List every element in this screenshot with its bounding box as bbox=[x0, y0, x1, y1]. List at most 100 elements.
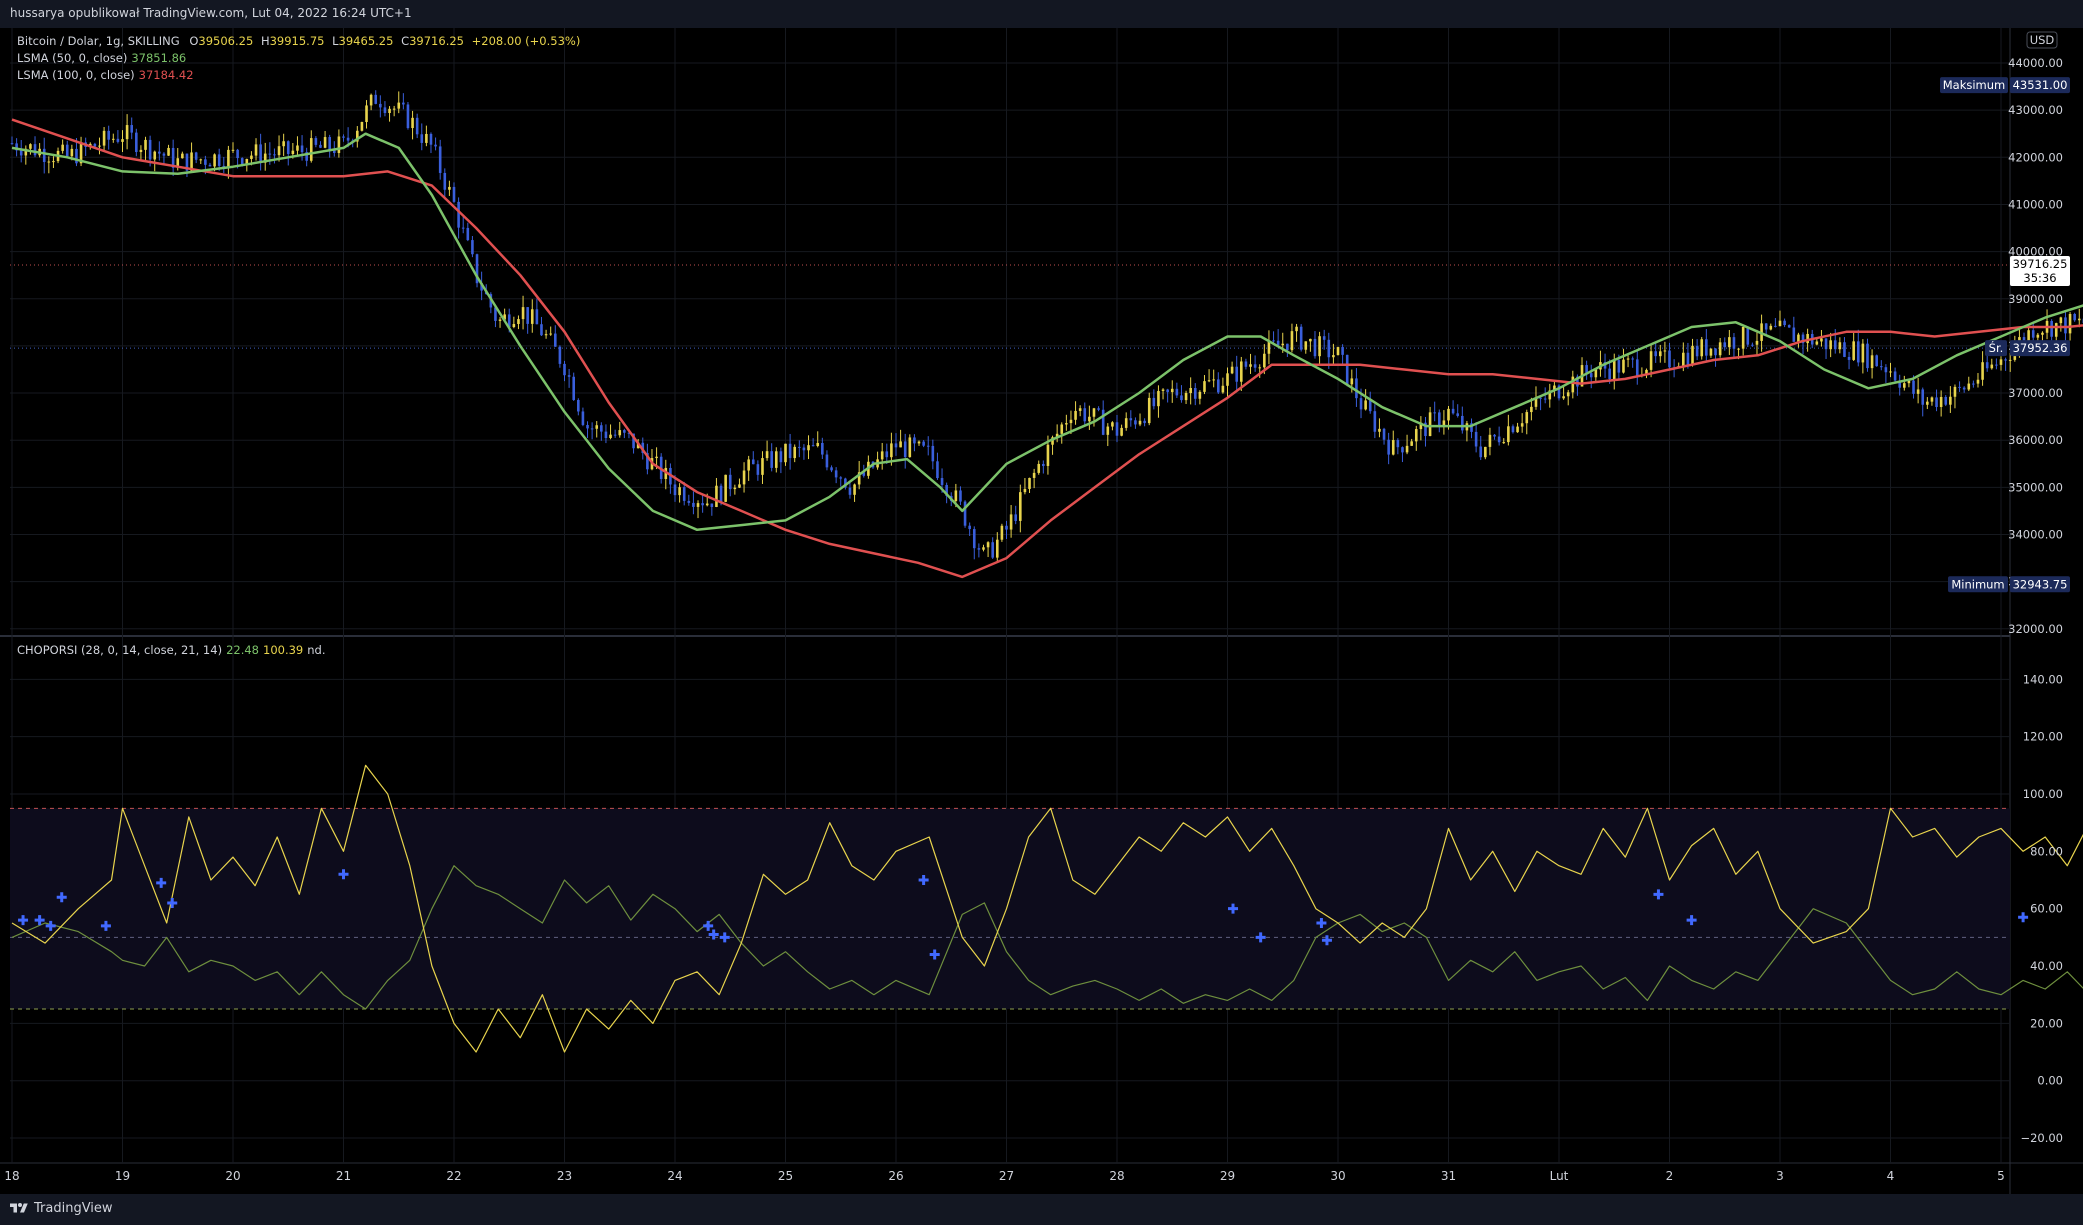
lsma100-legend: LSMA (100, 0, close) 37184.42 bbox=[17, 68, 194, 82]
candle-body bbox=[15, 143, 18, 151]
lsma100-line bbox=[11, 118, 2083, 579]
candle-body bbox=[1695, 345, 1699, 357]
candle-body bbox=[1009, 514, 1013, 530]
osc-cross-marker bbox=[1686, 915, 1697, 926]
osc-cross-marker bbox=[703, 920, 714, 931]
candle-body bbox=[135, 132, 138, 153]
candle-body bbox=[1447, 408, 1450, 421]
candle-body bbox=[540, 324, 543, 336]
candle-body bbox=[1525, 412, 1529, 424]
price-tick-label: 37000.00 bbox=[2008, 386, 2063, 400]
candle-body bbox=[1815, 341, 1819, 345]
candle-body bbox=[328, 137, 331, 150]
candle-body bbox=[503, 314, 506, 320]
candle-body bbox=[1249, 364, 1252, 367]
candle-body bbox=[1216, 379, 1220, 393]
candle-body bbox=[1852, 341, 1855, 360]
candle-body bbox=[2054, 323, 2058, 337]
osc-cross-marker bbox=[1255, 932, 1266, 943]
candle-body bbox=[1746, 326, 1750, 345]
candle-body bbox=[471, 240, 474, 255]
candle-body bbox=[830, 467, 833, 471]
time-tick-label: 5 bbox=[1997, 1169, 2005, 1183]
candle-body bbox=[1663, 350, 1667, 352]
candle-body bbox=[1553, 385, 1556, 391]
candle-body bbox=[1843, 342, 1846, 357]
currency-badge[interactable] bbox=[2026, 31, 2058, 49]
candle-body bbox=[604, 431, 608, 439]
candle-body bbox=[1212, 379, 1215, 381]
price-tick-label: 36000.00 bbox=[2008, 433, 2063, 447]
candle-body bbox=[98, 145, 101, 147]
candle-body bbox=[811, 445, 815, 447]
osc-cross-marker bbox=[156, 877, 167, 888]
candle-body bbox=[1709, 348, 1713, 356]
candle-body bbox=[185, 153, 189, 171]
osc-tick-label: 100.00 bbox=[2023, 787, 2063, 801]
candle-body bbox=[111, 138, 115, 140]
candle-body bbox=[1737, 348, 1740, 350]
candle-body bbox=[1497, 436, 1501, 443]
price-tick-label: 43000.00 bbox=[2008, 103, 2063, 117]
candle-body bbox=[29, 144, 32, 149]
candle-body bbox=[581, 411, 585, 425]
candle-body bbox=[392, 108, 396, 110]
candle-body bbox=[176, 158, 180, 168]
candle-body bbox=[1755, 340, 1759, 345]
candle-body bbox=[1502, 442, 1506, 444]
candle-body bbox=[1751, 344, 1754, 346]
candle-body bbox=[1240, 361, 1243, 382]
candle-body bbox=[1967, 383, 1971, 390]
candle-body bbox=[434, 144, 437, 147]
candle-body bbox=[383, 107, 387, 114]
candle-body bbox=[613, 434, 617, 436]
candle-body bbox=[1769, 325, 1773, 330]
candle-body bbox=[770, 451, 773, 468]
candle-body bbox=[79, 142, 83, 164]
lsma50-legend: LSMA (50, 0, close) 37851.86 bbox=[17, 51, 186, 65]
candle-body bbox=[507, 314, 511, 328]
low-value: 39465.25 bbox=[338, 34, 394, 48]
candle-body bbox=[1995, 364, 1998, 366]
candle-body bbox=[1479, 446, 1483, 458]
candle-body bbox=[1617, 360, 1621, 373]
candle-body bbox=[1488, 434, 1492, 447]
candle-body bbox=[1378, 428, 1381, 432]
candle-body bbox=[1585, 365, 1588, 374]
candle-body bbox=[402, 102, 405, 105]
candle-body bbox=[788, 443, 792, 459]
candle-body bbox=[1654, 351, 1657, 357]
candle-body bbox=[1322, 336, 1326, 340]
candle-body bbox=[774, 451, 778, 468]
candle-body bbox=[190, 152, 193, 171]
candle-body bbox=[940, 478, 944, 485]
candle-body bbox=[1797, 334, 1800, 342]
candle-body bbox=[2041, 332, 2044, 335]
candle-body bbox=[687, 500, 691, 503]
candle-body bbox=[590, 428, 594, 430]
candle-body bbox=[839, 477, 843, 479]
candle-body bbox=[1985, 362, 1989, 369]
candle-body bbox=[1635, 359, 1639, 377]
candle-body bbox=[1060, 424, 1064, 434]
chart-canvas[interactable]: 44000.00 43000.00 42000.00 41000.00 40000.00… bbox=[0, 28, 2083, 1194]
candle-body bbox=[1903, 383, 1906, 388]
candle-body bbox=[1166, 389, 1169, 393]
candle-body bbox=[2036, 334, 2040, 338]
candle-body bbox=[1244, 361, 1248, 367]
candle-body bbox=[33, 144, 37, 156]
tradingview-logo-icon bbox=[10, 1203, 28, 1213]
candle-body bbox=[1000, 525, 1004, 540]
candle-body bbox=[1866, 343, 1869, 369]
candle-body bbox=[365, 105, 368, 123]
candle-body bbox=[1138, 420, 1142, 425]
candle-body bbox=[1787, 325, 1791, 328]
candle-body bbox=[415, 117, 419, 135]
candle-body bbox=[1028, 477, 1031, 489]
candle-body bbox=[1875, 355, 1878, 367]
candle-body bbox=[825, 454, 829, 468]
candle-body bbox=[765, 451, 769, 459]
candle-body bbox=[931, 445, 935, 462]
candle-body bbox=[682, 487, 686, 501]
candle-body bbox=[1470, 423, 1473, 432]
